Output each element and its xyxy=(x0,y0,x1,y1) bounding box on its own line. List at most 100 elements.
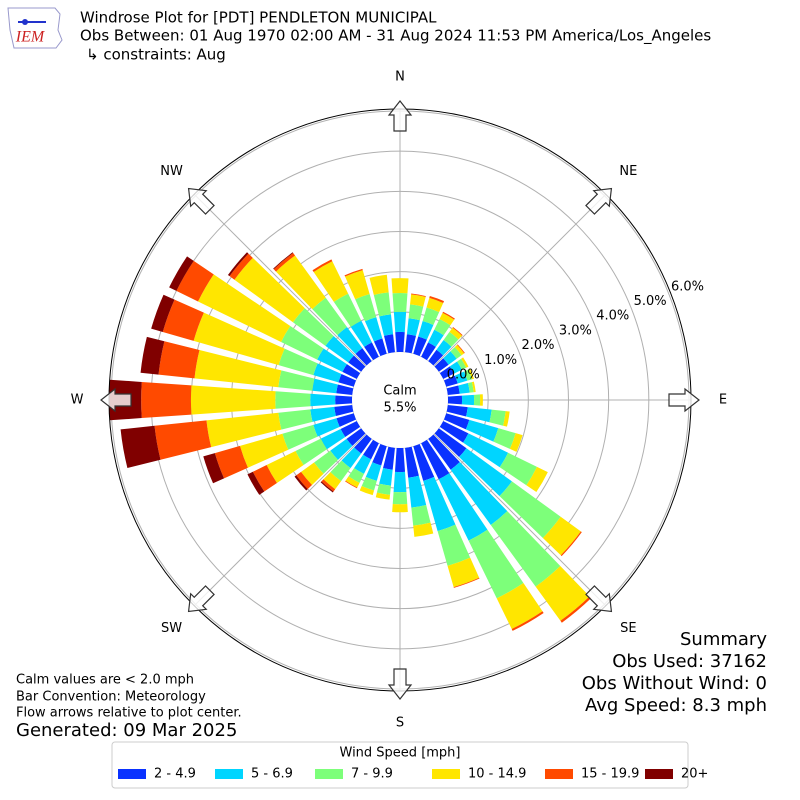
bar-segment xyxy=(340,421,361,437)
bar-segment xyxy=(194,350,282,388)
bar-segment xyxy=(312,378,338,394)
legend-box xyxy=(111,741,689,789)
radial-tick-label: 1.0% xyxy=(484,353,517,368)
generated: Generated: 09 Mar 2025 xyxy=(16,720,237,741)
logo: IEM xyxy=(7,7,63,49)
bar-segment xyxy=(450,461,508,525)
bar-segment xyxy=(411,505,431,526)
legend-title: Wind Speed [mph] xyxy=(340,746,461,761)
bar-segment xyxy=(447,557,480,588)
bar-segment xyxy=(426,297,444,313)
bar-segment xyxy=(392,292,408,313)
flow-arrow xyxy=(585,585,613,613)
bar-segment xyxy=(313,363,342,383)
radial-tick-label: 0.0% xyxy=(447,368,480,383)
legend-swatch xyxy=(215,769,243,779)
bar-segment xyxy=(442,311,455,320)
legend-swatch xyxy=(118,769,146,779)
bar-segment xyxy=(301,462,324,485)
bar-segment xyxy=(323,472,342,490)
bar-segment xyxy=(330,438,353,460)
bar-segment xyxy=(141,381,192,419)
legend-label: 20+ xyxy=(681,767,708,782)
bar-segment xyxy=(162,299,204,341)
bar-segment xyxy=(273,252,294,270)
bar-segment xyxy=(275,391,311,409)
bar-segment xyxy=(310,406,336,422)
legend-label: 10 - 14.9 xyxy=(468,767,526,782)
bar-segment xyxy=(454,371,468,384)
bar-segment xyxy=(434,358,449,372)
bar-segment xyxy=(278,370,315,391)
bar-segment xyxy=(345,476,360,488)
direction-label: E xyxy=(719,393,727,408)
bar-segment xyxy=(325,335,354,363)
direction-label: NE xyxy=(619,164,637,179)
bar-segment xyxy=(499,481,561,538)
radial-tick-label: 4.0% xyxy=(596,309,629,324)
legend-label: 15 - 19.9 xyxy=(581,767,639,782)
bar-segment xyxy=(354,454,372,474)
bar-segment xyxy=(273,252,296,272)
flow-arrow xyxy=(187,187,215,215)
bar-segment xyxy=(471,381,476,393)
legend-swatch xyxy=(545,769,573,779)
bar-segment xyxy=(275,255,326,310)
bar-segment xyxy=(334,405,354,416)
bar-segment xyxy=(511,611,544,631)
bar-segment xyxy=(394,447,406,473)
bar-segment xyxy=(392,503,408,513)
bar-segment xyxy=(383,446,395,470)
bar-segment xyxy=(443,413,470,430)
direction-label: SE xyxy=(620,621,636,636)
bar-segment xyxy=(151,294,175,332)
flow-arrow xyxy=(585,187,613,215)
flow-arrow xyxy=(668,387,700,413)
bar-segment xyxy=(392,491,408,505)
radial-tick-label: 6.0% xyxy=(671,279,704,294)
bar-segment xyxy=(341,447,362,469)
plot-area xyxy=(108,108,692,692)
bar-segment xyxy=(463,433,509,468)
direction-label: NW xyxy=(160,164,183,179)
bar-segment xyxy=(443,351,457,365)
bar-segment xyxy=(355,294,377,322)
bar-segment xyxy=(413,522,434,537)
bar-segment xyxy=(310,393,336,407)
bar-segment xyxy=(359,486,375,496)
calm-circle xyxy=(352,352,448,448)
bar-segment xyxy=(438,473,488,541)
note: Calm values are < 2.0 mph xyxy=(16,673,194,688)
bar-segment xyxy=(354,434,372,454)
legend-swatch xyxy=(645,769,673,779)
bar-segment xyxy=(464,369,473,381)
bar-segment xyxy=(312,259,333,272)
bar-segment xyxy=(296,471,313,490)
bar-segment xyxy=(320,481,334,493)
bar-segment xyxy=(413,336,427,357)
bar-segment xyxy=(364,342,379,361)
legend-label: 7 - 9.9 xyxy=(351,767,393,782)
bar-segment xyxy=(411,293,426,297)
bar-segment xyxy=(443,331,459,347)
bar-segment xyxy=(461,394,475,406)
bar-segment xyxy=(282,424,318,450)
bar-segment xyxy=(266,450,304,483)
bar-segment xyxy=(365,462,382,481)
legend-swatch xyxy=(432,769,460,779)
bar-segment xyxy=(449,361,462,374)
bar-segment xyxy=(437,524,471,566)
bar-segment xyxy=(439,312,455,326)
bar-segment xyxy=(468,382,474,393)
bar-segment xyxy=(376,483,391,495)
bar-segment xyxy=(312,297,347,336)
bar-segment xyxy=(203,453,225,484)
bar-segment xyxy=(421,439,450,480)
radial-tick-label: 5.0% xyxy=(634,294,667,309)
bar-segment xyxy=(379,314,394,336)
bar-segment xyxy=(169,256,194,291)
bar-segment xyxy=(281,325,324,360)
spoke xyxy=(433,193,607,367)
chart-title: Windrose Plot for [PDT] PENDLETON MUNICI… xyxy=(80,9,437,27)
bar-segment xyxy=(294,475,308,491)
